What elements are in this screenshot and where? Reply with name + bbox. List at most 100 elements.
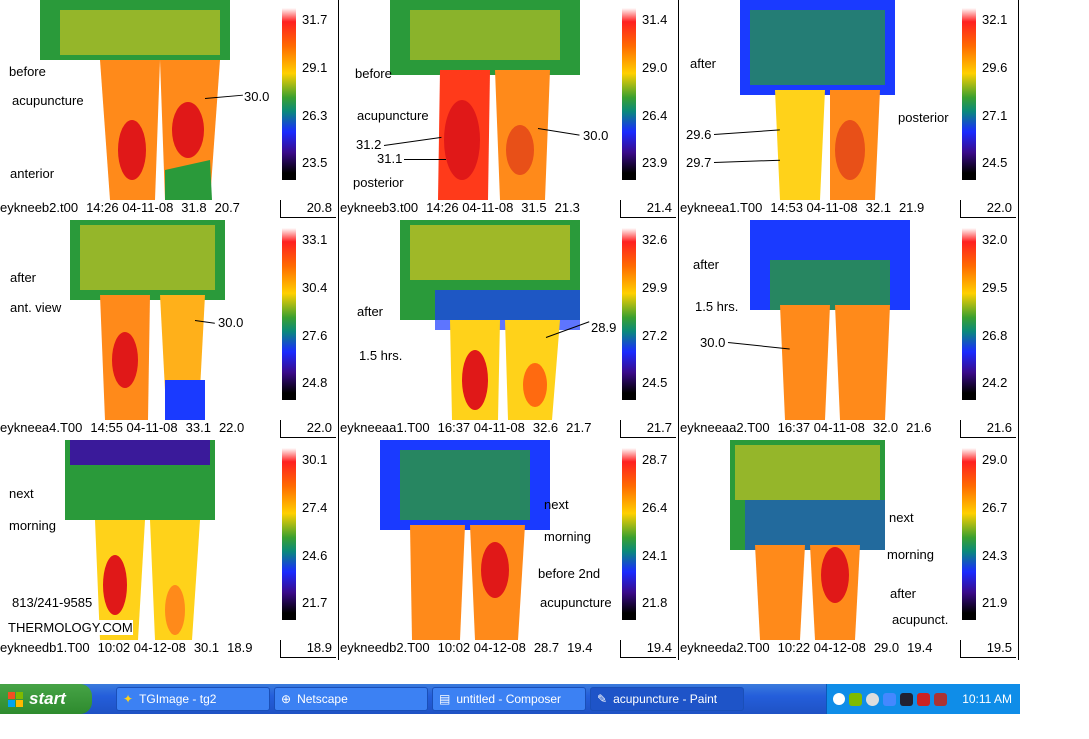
- scale-minimum: 22.0: [280, 420, 336, 438]
- image-caption: eykneedb1.T00 10:02 04-12-08 30.1 18.9: [0, 640, 280, 658]
- taskbar-button-composer[interactable]: ▤ untitled - Composer: [432, 687, 586, 711]
- clock[interactable]: 10:11 AM: [962, 692, 1012, 706]
- taskbar-button-netscape[interactable]: ⊕ Netscape: [274, 687, 428, 711]
- scale-tick: 23.5: [302, 155, 328, 170]
- scale-tick: 27.6: [302, 328, 328, 343]
- note-text: morning: [887, 547, 934, 562]
- scale-minimum: 21.6: [960, 420, 1016, 438]
- thermal-image: [680, 220, 960, 420]
- panel-3: after posterior 29.6 29.7 32.1 29.6 27.1…: [680, 0, 1020, 220]
- caption-timestamp: 16:37 04-11-08: [437, 420, 525, 435]
- phone-number: 813/241-9585: [12, 595, 93, 610]
- divider: [338, 220, 339, 440]
- caption-min: 21.9: [898, 200, 925, 215]
- security-icon[interactable]: [900, 692, 913, 706]
- shield-icon[interactable]: [934, 692, 947, 706]
- app-icon: ✦: [123, 692, 134, 706]
- note-text: acupunct.: [892, 612, 949, 627]
- scale-tick: 26.4: [642, 500, 668, 515]
- scale-tick: 21.9: [982, 595, 1008, 610]
- temperature-scale: 31.4 29.0 26.4 23.9 21.4: [620, 0, 678, 220]
- display-icon[interactable]: [883, 692, 896, 706]
- caption-timestamp: 10:02 04-12-08: [97, 640, 186, 655]
- note-text: 1.5 hrs.: [695, 299, 739, 314]
- temperature-scale: 32.6 29.9 27.2 24.5 21.7: [620, 220, 678, 440]
- divider: [1018, 0, 1019, 220]
- panel-5: after 1.5 hrs. 28.9 32.6 29.9 27.2 24.5 …: [340, 220, 680, 440]
- website-label: THERMOLOGY.COM: [8, 620, 133, 635]
- note-text: after: [890, 586, 917, 601]
- panel-9: next morning after acupunct. 29.0 26.7 2…: [680, 440, 1020, 660]
- note-text: posterior: [353, 175, 404, 190]
- antivirus-icon[interactable]: [917, 692, 930, 706]
- color-scale-bar: [282, 448, 296, 620]
- caption-max: 29.0: [873, 640, 900, 655]
- temperature-callout: 29.7: [686, 155, 712, 170]
- scale-tick: 31.4: [642, 12, 668, 27]
- thermal-image: [340, 0, 620, 200]
- scale-minimum: 21.7: [620, 420, 676, 438]
- scale-tick: 29.9: [642, 280, 668, 295]
- scale-tick: 33.1: [302, 232, 328, 247]
- temperature-callout: 30.0: [583, 128, 609, 143]
- note-text: 1.5 hrs.: [359, 348, 403, 363]
- note-text: before: [355, 66, 392, 81]
- taskbar-button-paint[interactable]: ✎ acupuncture - Paint: [590, 687, 744, 711]
- thermal-image: [0, 0, 280, 200]
- note-text: next: [544, 497, 569, 512]
- caption-filename: eykneea4.T00: [0, 420, 83, 435]
- scale-minimum: 19.5: [960, 640, 1016, 658]
- note-text: morning: [9, 518, 56, 533]
- thermal-image: [340, 440, 620, 640]
- taskbar: start ✦ TGImage - tg2 ⊕ Netscape ▤ untit…: [0, 684, 1020, 714]
- image-caption: eykneeaa1.T00 16:37 04-11-08 32.6 21.7: [340, 420, 620, 438]
- caption-min: 20.7: [214, 200, 240, 215]
- scale-tick: 21.7: [302, 595, 328, 610]
- image-caption: eykneeb2.t00 14:26 04-11-08 31.8 20.7: [0, 200, 280, 218]
- scale-tick: 23.9: [642, 155, 668, 170]
- note-text: acupuncture: [357, 108, 429, 123]
- volume-icon[interactable]: [866, 692, 879, 706]
- note-text: acupuncture: [12, 93, 84, 108]
- taskbar-button-tgimage[interactable]: ✦ TGImage - tg2: [116, 687, 270, 711]
- start-label: start: [29, 689, 66, 708]
- caption-filename: eykneedb1.T00: [0, 640, 90, 655]
- taskbar-button-label: acupuncture - Paint: [613, 692, 718, 706]
- caption-filename: eykneeaa2.T00: [680, 420, 770, 435]
- scale-tick: 32.1: [982, 12, 1008, 27]
- scale-tick: 24.2: [982, 375, 1008, 390]
- scale-tick: 24.5: [982, 155, 1008, 170]
- caption-min: 22.0: [218, 420, 245, 435]
- scale-tick: 24.8: [302, 375, 328, 390]
- temperature-callout: 28.9: [591, 320, 617, 335]
- scale-minimum: 20.8: [280, 200, 336, 218]
- temperature-callout: 31.1: [377, 151, 403, 166]
- scale-tick: 31.7: [302, 12, 328, 27]
- panel-4: after ant. view 30.0 33.1 30.4 27.6 24.8…: [0, 220, 340, 440]
- panel-8: next morning before 2nd acupuncture 28.7…: [340, 440, 680, 660]
- tray-expand-icon[interactable]: [833, 693, 845, 705]
- note-text: morning: [544, 529, 591, 544]
- note-text: acupuncture: [540, 595, 612, 610]
- scale-tick: 26.3: [302, 108, 328, 123]
- network-icon[interactable]: [849, 692, 862, 706]
- temperature-callout: 30.0: [244, 89, 270, 104]
- start-button[interactable]: start: [0, 684, 92, 714]
- caption-min: 21.6: [906, 420, 932, 435]
- scale-tick: 24.5: [642, 375, 668, 390]
- note-text: anterior: [10, 166, 55, 181]
- divider: [338, 0, 339, 220]
- note-text: after: [690, 56, 717, 71]
- note-text: before: [9, 64, 46, 79]
- scale-tick: 26.7: [982, 500, 1008, 515]
- note-text: next: [9, 486, 34, 501]
- caption-timestamp: 14:26 04-11-08: [86, 200, 174, 215]
- divider: [678, 220, 679, 440]
- caption-filename: eykneeb3.t00: [340, 200, 419, 215]
- temperature-callout: 30.0: [700, 335, 726, 350]
- callout-line: [404, 159, 446, 160]
- caption-max: 31.5: [521, 200, 547, 215]
- scale-tick: 29.5: [982, 280, 1008, 295]
- thermal-image: [680, 440, 960, 640]
- thermal-image: [680, 0, 960, 200]
